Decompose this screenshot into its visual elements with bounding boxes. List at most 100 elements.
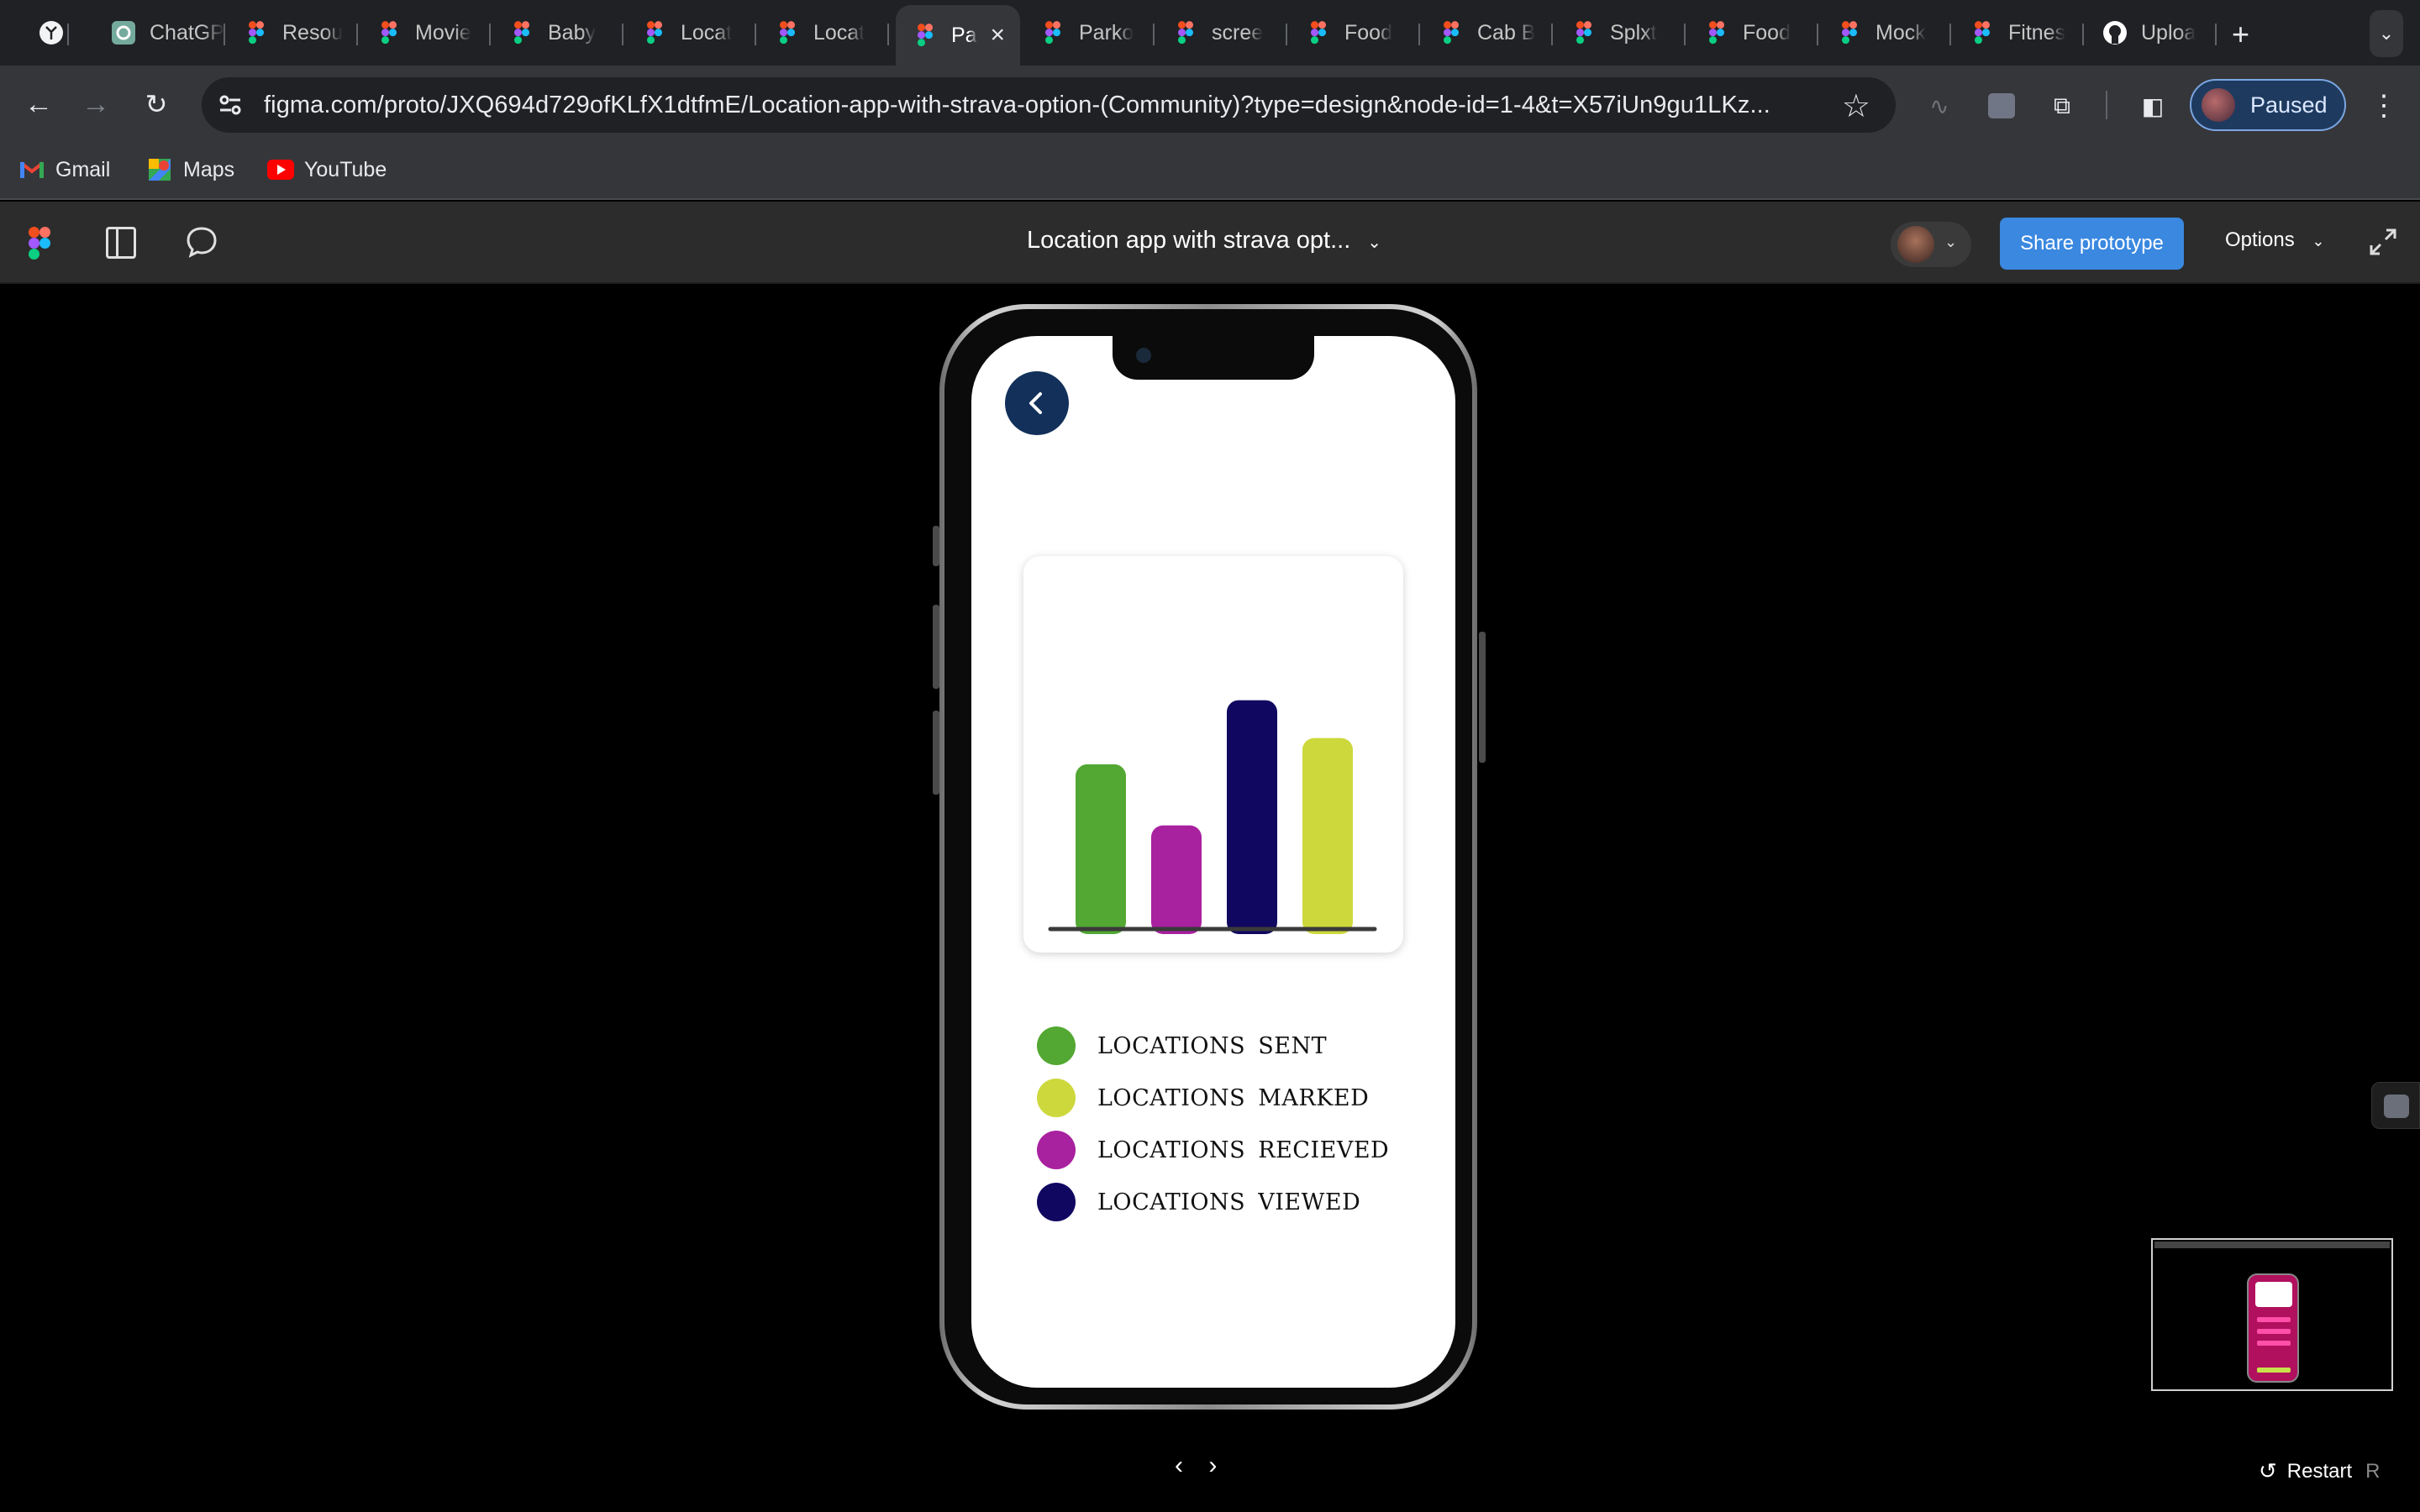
figma-icon [1704,20,1729,45]
extensions-puzzle-icon[interactable]: ⧉ [2054,92,2070,118]
browser-tab[interactable]: Food [1289,7,1420,59]
options-menu-button[interactable]: Options ⌄ [2225,228,2324,252]
restart-button[interactable]: ↺ Restart R [2259,1458,2381,1484]
browser-tab[interactable]: ChatGPT [94,7,225,59]
figma-icon [913,23,938,48]
tab-title: Locat [681,20,733,45]
github-icon [2102,20,2128,45]
figma-icon [1970,20,1995,45]
minimap-phone-thumbnail [2247,1273,2299,1383]
phone-mute-switch [933,526,939,566]
legend-swatch [1037,1183,1076,1221]
collaborator-avatar-button[interactable]: ⌄ [1891,222,1971,267]
tab-title: Food [1344,20,1392,45]
restart-icon: ↺ [2259,1458,2277,1483]
legend-swatch [1037,1026,1076,1065]
chart-legend: LOCATIONS SENT LOCATIONS MARKED LOCATION… [1037,1020,1389,1228]
browser-tab[interactable]: scree [1156,7,1287,59]
profile-paused-button[interactable]: Paused [2190,79,2346,131]
tab-title: scree [1212,20,1264,45]
forward-nav-button[interactable]: → [82,87,110,120]
back-button[interactable] [1005,371,1069,435]
previous-frame-icon[interactable]: ‹ [1175,1452,1183,1479]
tab-title: Cab B [1477,20,1536,45]
profile-paused-label: Paused [2250,92,2328,118]
legend-label: LOCATIONS RECIEVED [1097,1137,1390,1163]
chart-bar [1151,825,1202,934]
reload-button[interactable]: ↻ [145,89,168,119]
browser-tab[interactable]: Pa × [896,5,1020,66]
plugin-side-handle[interactable] [2371,1082,2420,1129]
chevron-down-icon: ⌄ [1367,234,1382,252]
tab-title: Uploa [2141,20,2196,45]
figma-logo-icon[interactable] [29,227,50,260]
new-tab-button[interactable]: + [2232,17,2250,51]
bookmark-youtube[interactable]: YouTube [267,156,387,183]
fullscreen-icon[interactable] [2368,227,2398,257]
browser-tab[interactable]: Uploa [2086,7,2217,59]
restart-shortcut: R [2365,1459,2381,1483]
options-label: Options [2225,228,2295,251]
tab-title: Mock [1876,20,1926,45]
figma-prototype-header: Location app with strava opt... ⌄ ⌄ Share… [0,202,2420,284]
sidebar-toggle-icon[interactable] [106,227,136,259]
phone-power-button [1479,632,1486,763]
chart-bar [1076,764,1126,934]
legend-item: LOCATIONS MARKED [1037,1072,1389,1124]
browser-tab[interactable]: Parko [1023,7,1155,59]
site-info-icon[interactable] [217,92,244,118]
file-title-text: Location app with strava opt... [1027,227,1351,254]
legend-swatch [1037,1131,1076,1169]
file-title-dropdown[interactable]: Location app with strava opt... ⌄ [1027,227,1381,255]
figma-icon [1439,20,1464,45]
minimap-toolbar [2154,1242,2390,1248]
figma-icon [376,20,402,45]
bookmark-maps[interactable]: Maps [146,156,234,183]
bookmark-maps-label: Maps [183,157,235,181]
browser-tab[interactable]: Movie [360,7,491,59]
figma-icon [775,20,800,45]
side-panel-icon[interactable]: ◧ [2141,92,2165,119]
url-text[interactable]: figma.com/proto/JXQ694d729ofKLfX1dtfmE/L… [264,92,1770,118]
extension-app-icon[interactable] [1986,91,2017,121]
browser-tab[interactable]: Cab B [1422,7,1553,59]
minimap-bar [2257,1341,2291,1346]
comment-icon[interactable] [185,225,218,259]
browser-tab[interactable]: Locat [625,7,756,59]
toolbar-divider [2106,91,2107,119]
bookmark-star-icon[interactable]: ☆ [1841,89,1870,124]
legend-item: LOCATIONS VIEWED [1037,1176,1389,1228]
bookmarks-bar: Gmail Maps YouTube [0,144,2420,200]
phone-frame: LOCATIONS SENT LOCATIONS MARKED LOCATION… [939,304,1477,1410]
figma-icon [1837,20,1862,45]
next-frame-icon[interactable]: › [1208,1452,1218,1479]
flow-minimap[interactable] [2151,1238,2393,1391]
bookmark-gmail[interactable]: Gmail [18,156,110,183]
chevron-left-icon [1029,392,1042,414]
activity-icon[interactable]: ∿ [1929,92,1949,119]
minimap-bar [2257,1329,2291,1334]
tab-title: Pa [951,23,977,47]
browser-tab[interactable]: Baby [492,7,623,59]
address-bar[interactable]: figma.com/proto/JXQ694d729ofKLfX1dtfmE/L… [202,77,1896,133]
close-tab-icon[interactable]: × [990,21,1005,49]
browser-menu-icon[interactable]: ⋮ [2370,90,2398,122]
browser-tab[interactable]: Fitnes [1953,7,2084,59]
bar-chart [1048,700,1377,934]
browser-tab[interactable]: Food [1687,7,1818,59]
figma-icon [1306,20,1331,45]
tab-title: Resou [282,20,344,45]
browser-tab[interactable]: Locat [758,7,889,59]
browser-tab[interactable]: Splxt [1555,7,1686,59]
tab-title: Baby [548,20,596,45]
share-prototype-button[interactable]: Share prototype [2000,218,2184,270]
browser-tab[interactable] [22,7,69,59]
legend-label: LOCATIONS VIEWED [1097,1189,1361,1215]
browser-tab-strip: ChatGPT Resou Movie Baby Locat Locat Pa × Parko s… [0,0,2420,66]
tab-search-button[interactable]: ⌄ [2370,10,2403,57]
browser-tab[interactable]: Resou [227,7,358,59]
browser-tab[interactable]: Mock [1820,7,1951,59]
phone-notch [1113,336,1314,380]
back-nav-button[interactable]: ← [24,87,53,120]
chevron-down-icon: ⌄ [2312,233,2325,249]
